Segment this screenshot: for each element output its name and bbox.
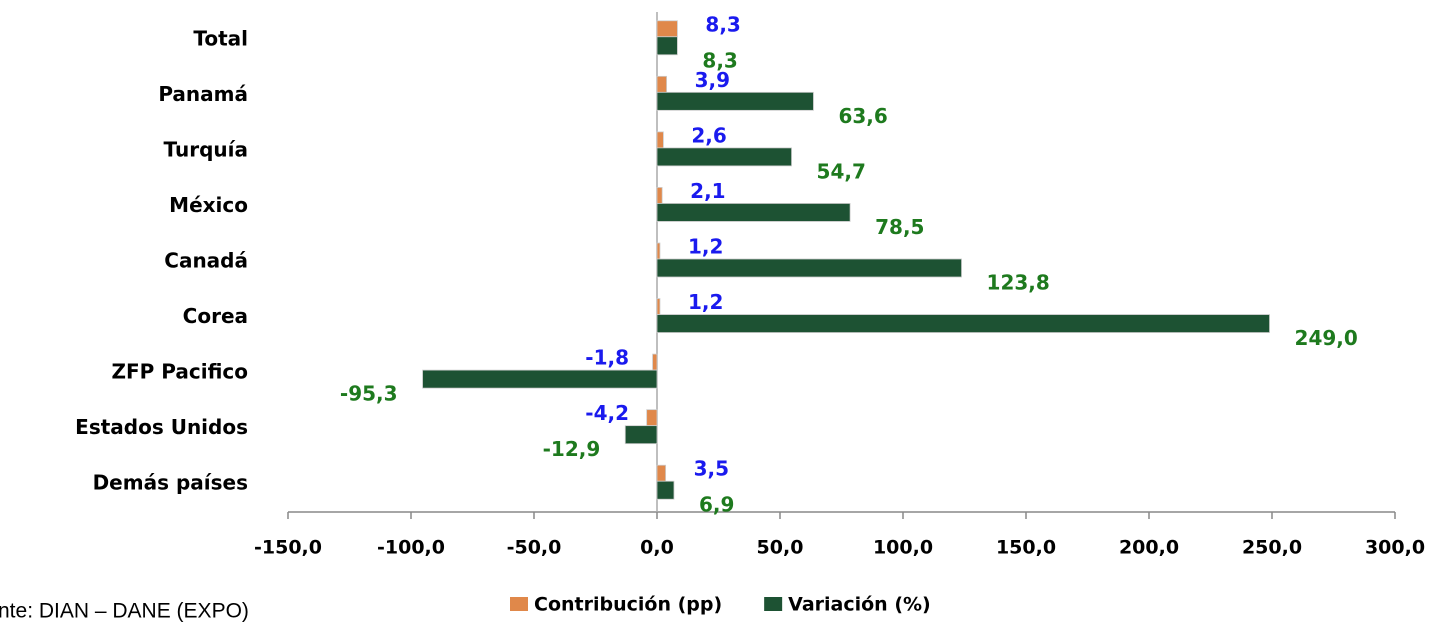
data-label: 78,5 xyxy=(875,215,924,239)
data-label: 1,2 xyxy=(688,235,723,259)
data-label: 3,9 xyxy=(695,68,730,92)
x-tick-label: 250,0 xyxy=(1242,537,1302,559)
bar xyxy=(656,131,664,149)
bar xyxy=(656,258,962,278)
data-label: 2,1 xyxy=(690,179,725,203)
data-label: 1,2 xyxy=(688,290,723,314)
bar xyxy=(624,425,658,445)
data-label: -1,8 xyxy=(585,346,629,370)
bar xyxy=(656,464,667,482)
data-label: 249,0 xyxy=(1295,326,1358,350)
legend-label: Contribución (pp) xyxy=(534,594,722,616)
y-tick-label: Corea xyxy=(183,304,248,328)
y-tick-label: Turquía xyxy=(164,137,248,161)
bar xyxy=(656,36,678,56)
y-tick-label: Canadá xyxy=(164,249,248,273)
x-tick-label: -50,0 xyxy=(507,537,562,559)
y-tick-label: ZFP Pacifico xyxy=(111,360,248,384)
data-label: 8,3 xyxy=(702,48,737,72)
data-label: 123,8 xyxy=(987,271,1050,295)
bar xyxy=(656,147,792,167)
data-label: 54,7 xyxy=(817,159,866,183)
bar xyxy=(656,20,678,38)
data-label: 2,6 xyxy=(691,123,726,147)
bar xyxy=(656,314,1270,333)
bar xyxy=(656,242,661,260)
bar xyxy=(656,298,661,315)
x-tick-label: 300,0 xyxy=(1365,537,1425,559)
legend-swatch xyxy=(510,597,528,611)
x-tick-label: -150,0 xyxy=(254,537,322,559)
x-tick-label: 100,0 xyxy=(873,537,933,559)
x-tick-label: 150,0 xyxy=(996,537,1056,559)
bar xyxy=(656,203,851,222)
bar xyxy=(656,480,675,500)
legend-label: Variación (%) xyxy=(788,594,931,616)
y-tick-label: Estados Unidos xyxy=(75,415,248,439)
data-label: -95,3 xyxy=(340,382,398,406)
x-tick-label: 200,0 xyxy=(1119,537,1179,559)
bar xyxy=(656,75,667,93)
bar xyxy=(422,369,658,389)
x-tick-label: 0,0 xyxy=(640,537,674,559)
bar xyxy=(656,91,814,111)
y-tick-label: Panamá xyxy=(158,82,248,106)
data-label: -4,2 xyxy=(585,401,629,425)
data-label: 63,6 xyxy=(838,104,887,128)
y-tick-label: Total xyxy=(193,26,248,50)
data-label: -12,9 xyxy=(543,437,601,461)
bar xyxy=(652,353,658,371)
data-label: 6,9 xyxy=(699,493,734,517)
bar xyxy=(646,409,658,427)
y-tick-label: México xyxy=(169,193,248,217)
legend-swatch xyxy=(764,597,783,611)
data-label: 8,3 xyxy=(705,12,740,36)
y-tick-label: Demás países xyxy=(93,471,248,495)
source-note: nte: DIAN – DANE (EXPO) xyxy=(0,600,249,622)
x-tick-label: 50,0 xyxy=(757,537,804,559)
bar xyxy=(656,187,663,204)
x-tick-label: -100,0 xyxy=(377,537,445,559)
data-label: 3,5 xyxy=(694,457,729,481)
